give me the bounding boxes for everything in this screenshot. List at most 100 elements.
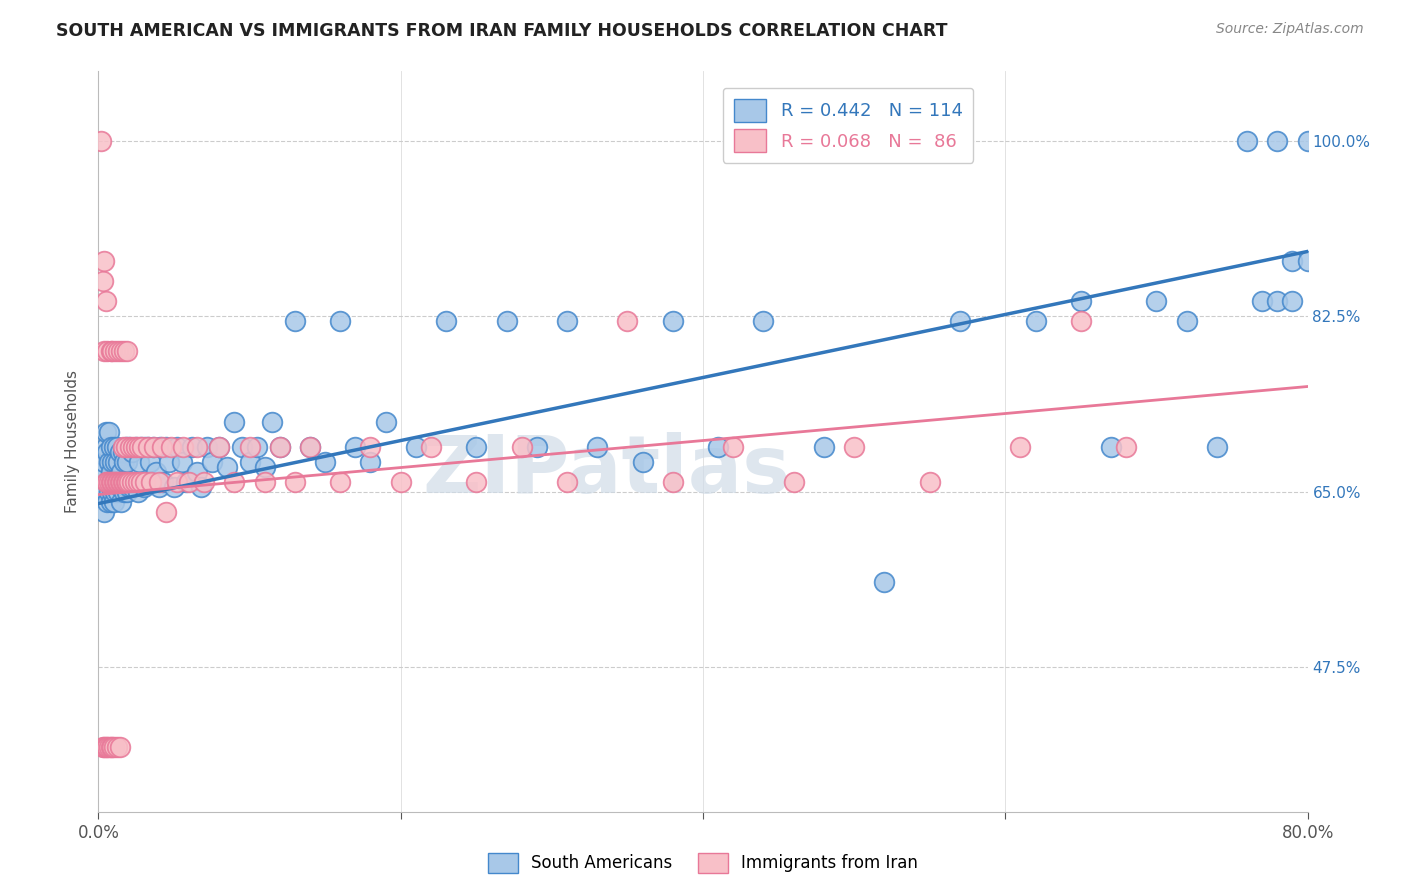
- Point: [1099, 440, 1122, 454]
- Point: [135, 475, 157, 489]
- Point: [115, 484, 138, 499]
- Point: [125, 440, 148, 454]
- Point: [1024, 314, 1046, 328]
- Point: [1070, 314, 1092, 328]
- Point: [1236, 135, 1258, 149]
- Point: [108, 444, 131, 458]
- Point: [94, 440, 117, 454]
- Point: [108, 739, 131, 754]
- Point: [110, 475, 132, 489]
- Point: [118, 475, 141, 489]
- Point: [299, 440, 322, 454]
- Point: [465, 440, 488, 454]
- Point: [100, 344, 122, 359]
- Point: [555, 314, 578, 328]
- Point: [128, 440, 150, 454]
- Point: [124, 475, 146, 489]
- Point: [1267, 294, 1289, 309]
- Point: [114, 440, 136, 454]
- Point: [186, 465, 208, 479]
- Point: [1251, 294, 1274, 309]
- Point: [405, 440, 427, 454]
- Point: [1010, 440, 1032, 454]
- Point: [299, 440, 322, 454]
- Point: [91, 465, 114, 479]
- Point: [783, 475, 806, 489]
- Point: [96, 475, 118, 489]
- Point: [96, 444, 118, 458]
- Point: [93, 739, 115, 754]
- Point: [136, 440, 159, 454]
- Point: [101, 475, 124, 489]
- Point: [179, 475, 201, 489]
- Point: [136, 440, 159, 454]
- Point: [193, 475, 215, 489]
- Point: [616, 314, 638, 328]
- Point: [172, 440, 194, 454]
- Point: [208, 440, 231, 454]
- Point: [98, 484, 121, 499]
- Point: [526, 440, 548, 454]
- Point: [118, 479, 141, 493]
- Point: [94, 484, 117, 499]
- Point: [114, 479, 136, 493]
- Point: [586, 440, 609, 454]
- Point: [110, 494, 132, 508]
- Point: [374, 415, 396, 429]
- Point: [139, 454, 162, 468]
- Point: [111, 475, 134, 489]
- Point: [90, 484, 112, 499]
- Point: [149, 440, 172, 454]
- Point: [105, 739, 128, 754]
- Point: [112, 344, 135, 359]
- Point: [166, 440, 188, 454]
- Point: [103, 739, 125, 754]
- Point: [181, 440, 204, 454]
- Point: [90, 135, 112, 149]
- Point: [110, 465, 132, 479]
- Point: [224, 475, 246, 489]
- Point: [253, 459, 276, 474]
- Point: [112, 475, 135, 489]
- Point: [707, 440, 730, 454]
- Point: [142, 440, 165, 454]
- Point: [752, 314, 775, 328]
- Point: [134, 475, 156, 489]
- Point: [239, 454, 262, 468]
- Point: [1281, 294, 1303, 309]
- Point: [105, 475, 128, 489]
- Point: [100, 494, 122, 508]
- Point: [253, 475, 276, 489]
- Point: [132, 479, 155, 493]
- Point: [174, 475, 197, 489]
- Point: [143, 440, 166, 454]
- Point: [101, 484, 124, 499]
- Point: [120, 440, 142, 454]
- Point: [94, 425, 117, 439]
- Point: [1296, 254, 1319, 268]
- Point: [159, 454, 181, 468]
- Point: [111, 479, 134, 493]
- Point: [101, 739, 124, 754]
- Point: [128, 454, 150, 468]
- Point: [155, 505, 177, 519]
- Point: [108, 475, 131, 489]
- Point: [231, 440, 253, 454]
- Point: [186, 440, 208, 454]
- Point: [813, 440, 835, 454]
- Point: [93, 254, 115, 268]
- Point: [208, 440, 231, 454]
- Point: [100, 465, 122, 479]
- Point: [121, 475, 143, 489]
- Point: [104, 344, 127, 359]
- Point: [107, 454, 129, 468]
- Point: [1070, 294, 1092, 309]
- Point: [129, 475, 152, 489]
- Point: [110, 344, 132, 359]
- Point: [127, 484, 149, 499]
- Point: [155, 440, 177, 454]
- Point: [360, 440, 382, 454]
- Point: [246, 440, 269, 454]
- Point: [723, 440, 745, 454]
- Point: [239, 440, 262, 454]
